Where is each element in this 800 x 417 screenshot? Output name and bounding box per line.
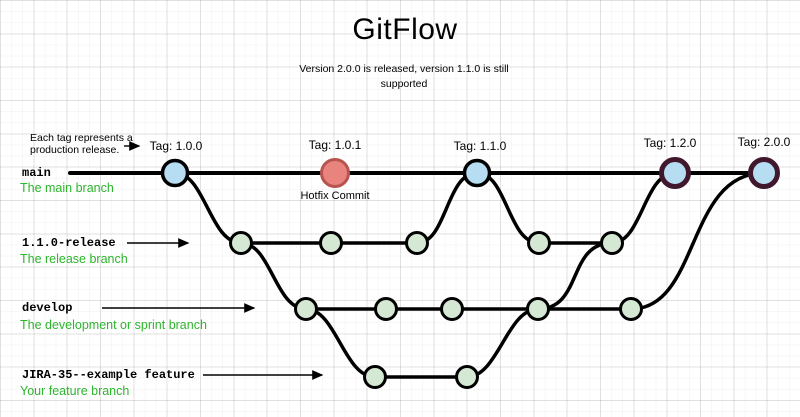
branch-name-release: 1.1.0-release xyxy=(22,236,116,250)
commit-main-tag-1-0-0 xyxy=(160,158,190,188)
branch-name-develop: develop xyxy=(22,301,73,315)
subtitle-line-1: Version 2.0.0 is released, version 1.1.0… xyxy=(299,63,509,75)
branch-desc-release: The release branch xyxy=(20,252,128,266)
commit-main-tag-2-0-0 xyxy=(748,157,780,189)
branch-curve-release-to-develop xyxy=(239,241,308,311)
commit-develop-commit-1 xyxy=(294,297,318,321)
branch-curve-develop-to-feature xyxy=(304,307,377,379)
commit-release-commit-1 xyxy=(229,231,253,255)
commit-main-tag-1-2-0 xyxy=(659,157,691,189)
tag-label-1-0-1: Tag: 1.0.1 xyxy=(308,138,362,152)
commit-release-commit-4 xyxy=(527,231,551,255)
merge-curve-feature-to-develop xyxy=(465,307,540,379)
commit-main-tag-1-1-0 xyxy=(462,158,492,188)
commit-feature-commit-1 xyxy=(363,365,387,389)
tag-label-1-1-0: Tag: 1.1.0 xyxy=(453,139,507,153)
branch-desc-feature: Your feature branch xyxy=(20,384,130,398)
subtitle: Version 2.0.0 is released, version 1.1.0… xyxy=(299,62,509,92)
branch-lines xyxy=(68,171,766,379)
commit-release-commit-3 xyxy=(405,231,429,255)
merge-curve-develop-to-release xyxy=(536,241,614,311)
commit-develop-commit-3 xyxy=(440,297,464,321)
tag-label-2-0-0: Tag: 2.0.0 xyxy=(737,135,791,149)
commit-feature-commit-2 xyxy=(455,365,479,389)
tag-label-1-0-0: Tag: 1.0.0 xyxy=(149,139,203,153)
tag-label-1-2-0: Tag: 1.2.0 xyxy=(643,136,697,150)
page-title: GitFlow xyxy=(352,13,458,46)
commit-main-hotfix-1-0-1 xyxy=(320,158,350,188)
commit-release-commit-5 xyxy=(600,231,624,255)
hotfix-commit-label: Hotfix Commit xyxy=(300,190,370,202)
tag-annotation: Each tag represents a production release… xyxy=(30,132,133,156)
commit-nodes xyxy=(160,157,780,389)
branch-name-feature: JIRA-35--example feature xyxy=(22,368,195,382)
commit-develop-commit-5 xyxy=(619,297,643,321)
branch-desc-develop: The development or sprint branch xyxy=(20,318,207,332)
branch-curve-main-to-release xyxy=(173,171,243,245)
tag-annotation-line-1: Each tag represents a xyxy=(30,132,133,144)
branch-name-main: main xyxy=(22,166,51,180)
merge-curve-develop-to-main xyxy=(629,171,766,311)
branch-desc-main: The main branch xyxy=(20,181,114,195)
commit-develop-commit-4 xyxy=(526,297,550,321)
label-arrows xyxy=(102,141,324,380)
tag-annotation-line-2: production release. xyxy=(30,144,120,156)
commit-release-commit-2 xyxy=(319,231,343,255)
subtitle-line-2: supported xyxy=(380,78,428,90)
commit-develop-commit-2 xyxy=(374,297,398,321)
